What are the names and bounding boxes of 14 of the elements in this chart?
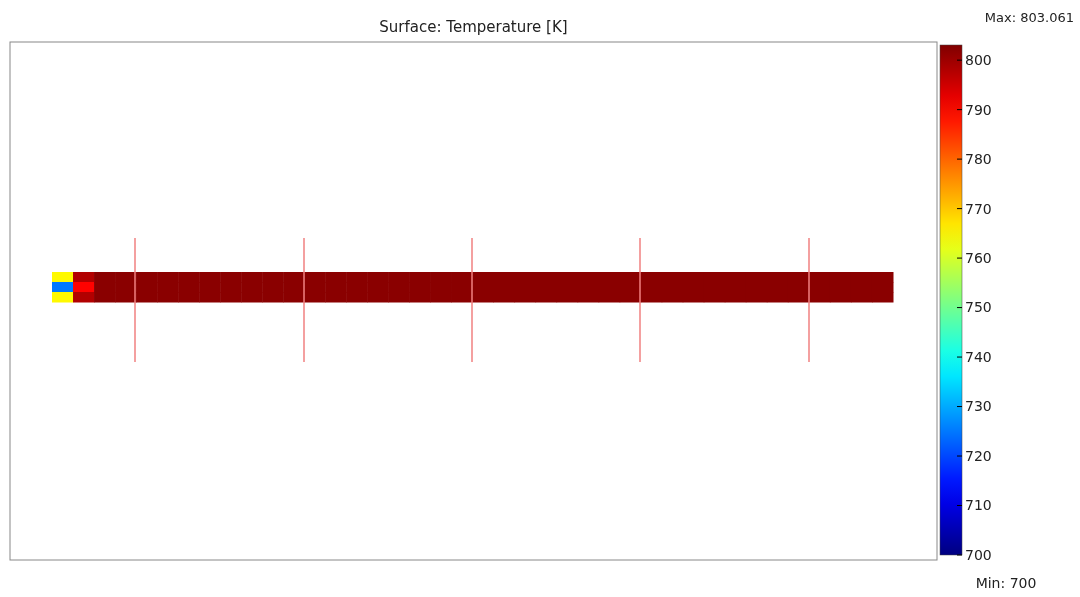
color-bar-label: 760 <box>965 249 992 266</box>
color-bar-label: 790 <box>965 101 992 118</box>
color-bar-label: 740 <box>965 348 992 365</box>
text: Min: 700 <box>975 575 1037 591</box>
color-bar-label: 700 <box>965 546 992 563</box>
color-bar-label: 770 <box>965 200 992 217</box>
color-bar-label: 720 <box>965 447 992 464</box>
color-bar-label: 730 <box>965 398 992 415</box>
color-bar-label: 800 <box>965 52 992 69</box>
color-bar-label: 780 <box>965 151 992 168</box>
color-bar-label: 710 <box>965 497 992 514</box>
text: Max: 803.061 <box>984 10 1074 25</box>
chart-title: Surface: Temperature [K] <box>379 18 568 36</box>
color-bar-label: 750 <box>965 299 992 316</box>
